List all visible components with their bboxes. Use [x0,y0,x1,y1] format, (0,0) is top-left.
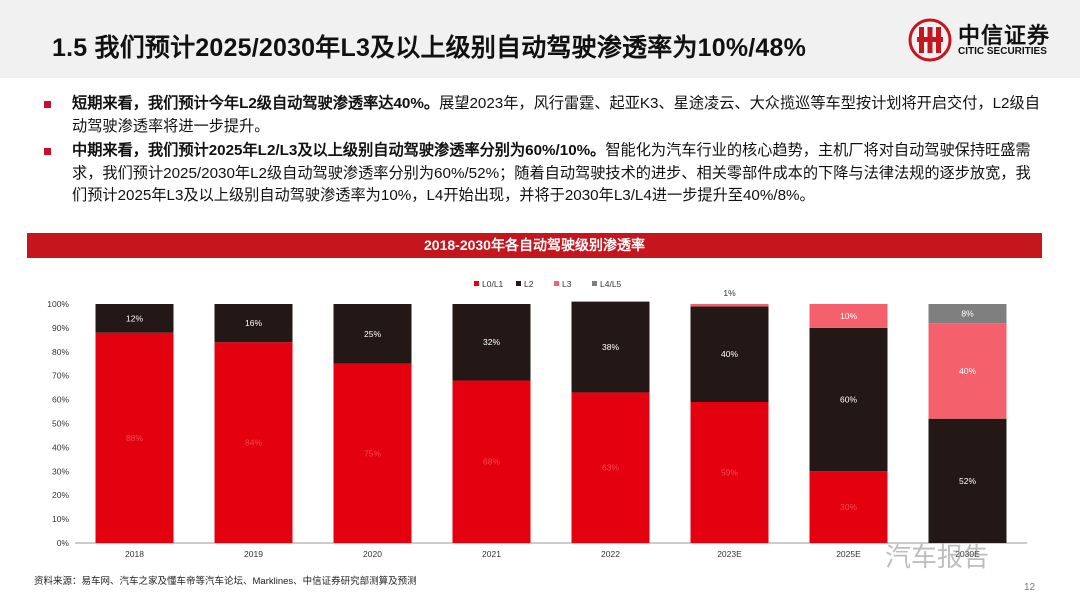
bullet-heading: 短期来看，我们预计今年L2级自动驾驶渗透率达40%。 [72,95,440,112]
data-label: 38% [602,342,619,352]
legend-swatch [592,281,597,286]
bullet-item-mid-term: 中期来看，我们预计2025年L2/L3及以上级别自动驾驶渗透率分别为60%/10… [40,140,1040,208]
data-label: 68% [483,457,500,467]
page-number: 12 [1024,582,1036,593]
data-label: 63% [602,463,619,473]
bar-segment [928,323,1007,419]
data-label: 59% [721,467,738,477]
data-label: 75% [364,448,381,458]
data-label: 12% [126,313,143,323]
citic-logo-icon [908,18,952,62]
bar-segment [809,304,888,328]
bullet-text: 智能化为汽车行业的核心趋势，主机厂将对自动驾驶保持旺盛需求，我们预计2025/2… [72,142,1031,204]
data-label: 88% [126,433,143,443]
data-label: 84% [245,438,262,448]
y-tick-label: 10% [52,514,69,524]
bullet-list: 短期来看，我们预计今年L2级自动驾驶渗透率达40%。展望2023年，风行雷霆、起… [40,93,1040,210]
y-tick-label: 60% [52,395,69,405]
legend-label: L4/L5 [600,279,622,289]
legend-label: L0/L1 [482,279,504,289]
logo-name: 中信证券 [958,23,1051,48]
x-tick-label: 2019 [244,549,263,559]
bar-segment [214,304,293,343]
logo-subtitle: CITIC SECURITIES [958,46,1047,57]
bullet-square-icon [44,148,51,155]
data-label: 52% [959,476,976,486]
data-label: 60% [840,395,857,405]
y-tick-label: 30% [52,466,69,476]
bar-segment [333,304,412,364]
data-label: 16% [245,318,262,328]
bar-segment [95,332,174,543]
data-label: 32% [483,337,500,347]
x-tick-label: 2021 [482,549,501,559]
bar-segment [571,301,650,393]
data-label: 8% [961,309,974,319]
data-label: 25% [364,329,381,339]
data-label: 1% [723,288,736,298]
data-label: 30% [840,502,857,512]
page-title: 1.5 我们预计2025/2030年L3及以上级别自动驾驶渗透率为10%/48% [52,34,807,62]
y-tick-label: 100% [47,299,69,309]
y-tick-label: 80% [52,347,69,357]
chart-banner: 2018-2030年各自动驾驶级别渗透率 [27,233,1042,258]
bar-segment [690,401,769,543]
legend-label: L3 [562,279,572,289]
bullet-item-short-term: 短期来看，我们预计今年L2级自动驾驶渗透率达40%。展望2023年，风行雷霆、起… [40,93,1040,138]
bar-segment [690,306,769,402]
source-note: 资料来源：易车网、汽车之家及懂车帝等汽车论坛、Marklines、中信证券研究部… [34,576,417,587]
bullet-heading: 中期来看，我们预计2025年L2/L3及以上级别自动驾驶渗透率分别为60%/10… [72,142,606,159]
bar-segment [928,304,1007,324]
bar-segment [452,380,531,543]
legend-label: L2 [524,279,534,289]
company-logo: 中信证券 CITIC SECURITIES [908,16,1068,64]
legend-swatch [474,281,479,286]
x-tick-label: 2022 [601,549,620,559]
y-tick-label: 0% [57,538,70,548]
bar-segment [452,304,531,381]
y-tick-label: 90% [52,323,69,333]
watermark: 汽车报告 [885,542,990,572]
stacked-bar-chart: L0/L1 L2 L3 L4/L5 0% 10% 20% 30% 40% 50% 60% 70% 80%… [47,279,1027,559]
y-tick-label: 20% [52,490,69,500]
bar-segment [214,342,293,543]
data-label: 40% [721,349,738,359]
data-label: 10% [840,311,857,321]
x-tick-label: 2030E [955,549,980,559]
x-tick-label: 2023E [717,549,742,559]
bar-segment [95,304,174,333]
bar-segment [333,363,412,543]
legend-swatch [516,281,521,286]
x-tick-label: 2020 [363,549,382,559]
y-tick-label: 70% [52,371,69,381]
x-tick-label: 2018 [125,549,144,559]
bar-segment [690,304,769,307]
header-bar: 1.5 我们预计2025/2030年L3及以上级别自动驾驶渗透率为10%/48%… [0,0,1080,78]
bar-segment [809,327,888,472]
bullet-text: 展望2023年，风行雷霆、起亚K3、星途凌云、大众揽巡等车型按计划将开启交付，L… [72,95,1040,135]
bullet-square-icon [44,101,51,108]
legend-swatch [554,281,559,286]
bar-segment [809,471,888,543]
x-tick-label: 2025E [836,549,861,559]
data-label: 40% [959,366,976,376]
bar-segment [928,418,1007,543]
bar-segment [571,392,650,543]
y-tick-label: 40% [52,442,69,452]
y-tick-label: 50% [52,419,69,429]
